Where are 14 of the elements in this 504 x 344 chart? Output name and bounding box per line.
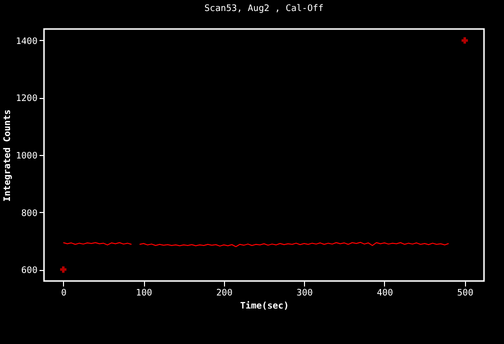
x-tick-label: 500: [457, 288, 474, 298]
x-tick-label: 0: [61, 288, 66, 298]
y-tick-label: 1000: [16, 152, 38, 162]
x-tick-label: 400: [376, 288, 394, 298]
y-tick-label: 1400: [16, 36, 38, 47]
x-tick-label: 300: [296, 288, 313, 298]
x-axis-title: Time(sec): [240, 300, 289, 312]
y-tick-label: 1200: [16, 94, 38, 104]
x-tick-label: 100: [136, 288, 152, 298]
y-tick-label: 800: [21, 208, 38, 219]
x-tick-label: 200: [216, 288, 232, 298]
y-axis-title: Integrated Counts: [2, 109, 13, 202]
chart-title: Scan53, Aug2 , Cal-Off: [204, 4, 324, 14]
y-tick-label: 600: [21, 266, 38, 276]
